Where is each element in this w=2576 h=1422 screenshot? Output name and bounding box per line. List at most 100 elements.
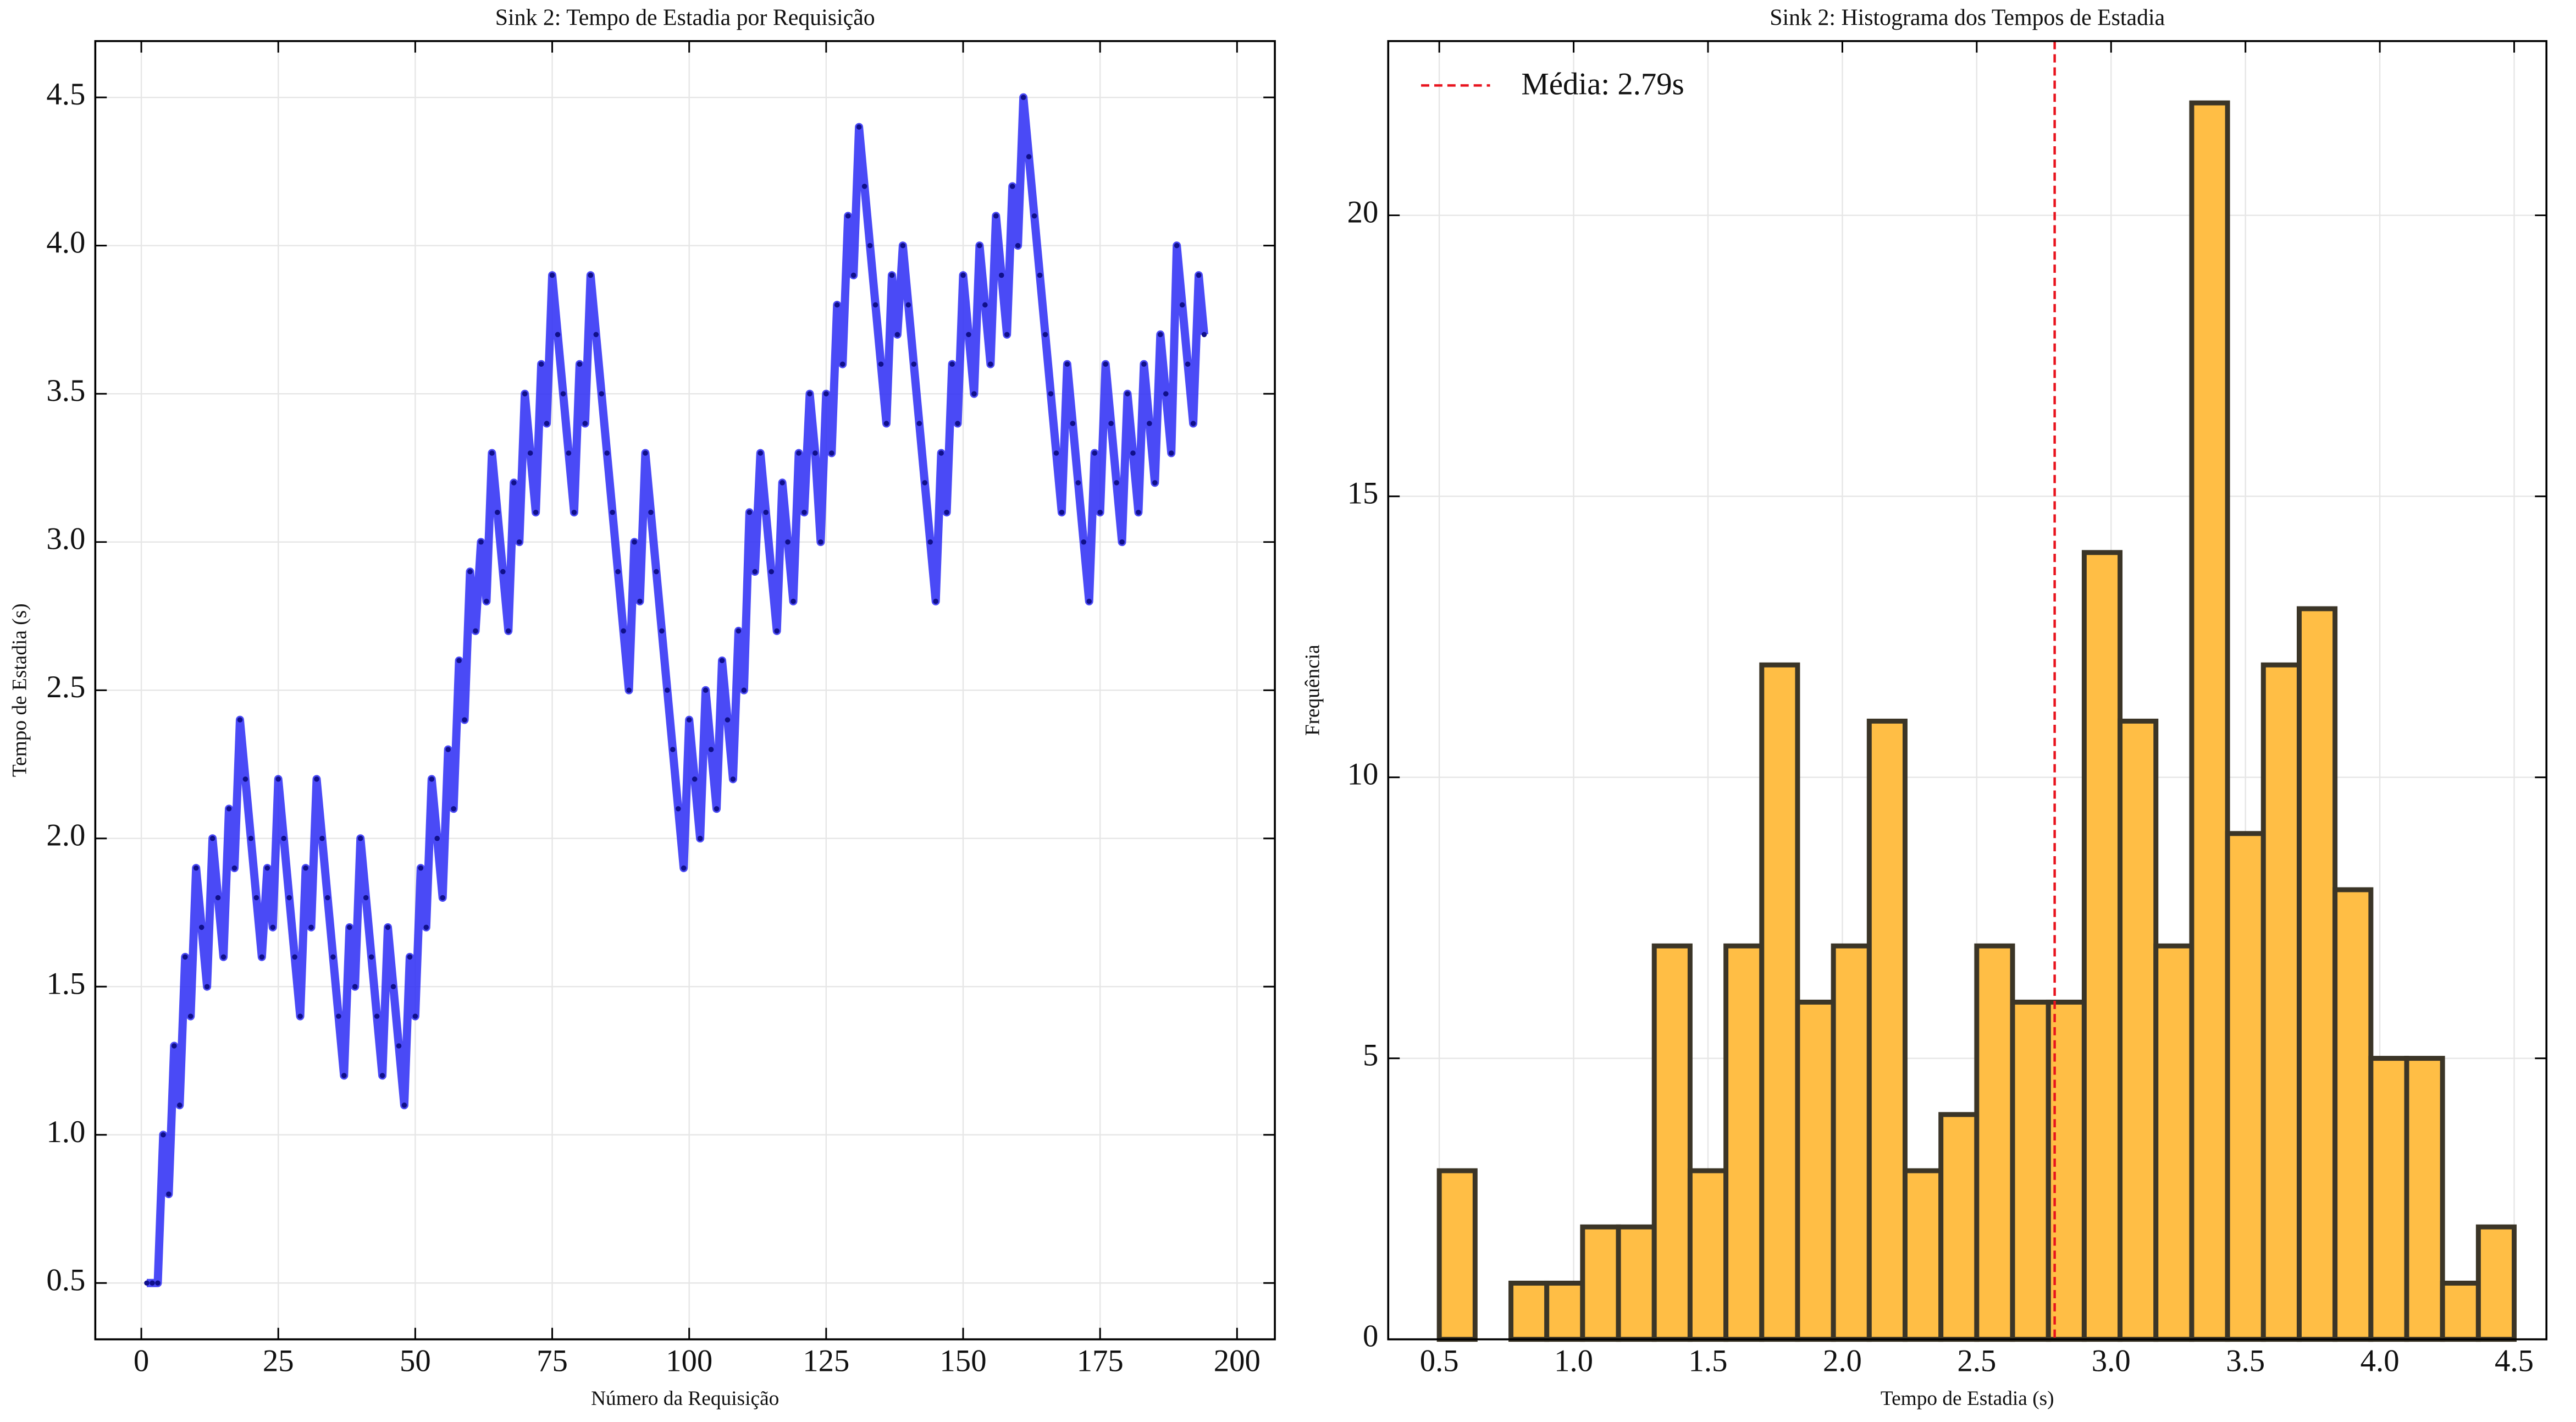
y-tick-label: 0.5 — [46, 1263, 85, 1297]
data-point — [204, 984, 210, 990]
plot-frame — [1387, 40, 2547, 1341]
data-point — [747, 509, 753, 515]
data-point — [445, 747, 451, 752]
data-point — [1174, 242, 1180, 249]
bar — [2368, 1056, 2409, 1342]
data-point — [681, 865, 687, 871]
data-point — [1097, 509, 1103, 515]
data-point — [933, 598, 938, 604]
data-point — [495, 509, 500, 515]
data-point — [522, 391, 528, 396]
x-tick-label: 175 — [1077, 1344, 1124, 1379]
data-point — [423, 924, 429, 930]
data-point — [993, 213, 999, 219]
data-point — [944, 509, 949, 515]
bar — [1831, 943, 1872, 1342]
data-point — [966, 332, 971, 338]
data-point — [1026, 154, 1032, 159]
data-point — [429, 776, 435, 782]
data-point — [769, 569, 774, 575]
x-tick-label: 1.0 — [1554, 1344, 1593, 1379]
data-point — [379, 1073, 385, 1078]
data-point — [571, 509, 577, 515]
data-point — [187, 1013, 194, 1019]
data-point — [467, 569, 473, 575]
bar — [1974, 943, 2015, 1342]
data-point — [390, 984, 396, 990]
data-point — [259, 954, 265, 960]
data-point — [977, 242, 982, 249]
data-point — [692, 776, 698, 782]
x-tick-label: 2.0 — [1823, 1344, 1862, 1379]
data-point — [489, 450, 495, 456]
data-point — [1163, 391, 1169, 396]
data-point — [785, 539, 791, 545]
data-point — [177, 1103, 183, 1108]
data-point — [845, 213, 851, 219]
data-point — [407, 954, 413, 960]
x-tick-label: 4.0 — [2361, 1344, 2400, 1379]
data-point — [155, 1280, 161, 1286]
data-point — [1053, 450, 1059, 456]
data-point — [1042, 332, 1048, 338]
data-point — [242, 776, 248, 782]
bar — [1866, 718, 1908, 1342]
data-point — [1141, 361, 1147, 367]
data-point — [220, 954, 226, 960]
y-tick-label: 2.0 — [46, 818, 85, 853]
data-point — [253, 895, 259, 901]
data-point — [549, 272, 555, 278]
data-point — [1081, 539, 1087, 545]
data-point — [1004, 332, 1010, 338]
data-point — [883, 421, 889, 426]
data-point — [1037, 272, 1043, 278]
data-point — [894, 332, 900, 338]
data-point — [209, 835, 215, 841]
x-tick-label: 0 — [134, 1344, 149, 1379]
data-point — [861, 184, 867, 189]
data-point — [1092, 450, 1097, 456]
data-point — [346, 924, 352, 930]
data-point — [1136, 509, 1141, 515]
data-point — [593, 332, 599, 338]
data-point — [1130, 450, 1136, 456]
data-point — [615, 569, 621, 575]
data-point — [577, 361, 583, 367]
data-point — [730, 776, 736, 782]
data-point — [462, 717, 467, 723]
data-point — [1147, 421, 1152, 426]
data-point — [533, 509, 539, 515]
data-point — [856, 124, 862, 130]
y-tick-label: 20 — [1347, 195, 1379, 230]
y-tick-label: 3.0 — [46, 522, 85, 556]
data-point — [971, 391, 977, 396]
legend-label: Média: 2.79s — [1521, 67, 1684, 101]
data-point — [281, 835, 286, 841]
data-point — [544, 421, 550, 426]
y-tick-label: 10 — [1347, 757, 1379, 792]
bar — [2296, 606, 2338, 1342]
y-tick-label: 4.0 — [46, 225, 85, 260]
data-point — [626, 687, 632, 693]
data-point — [1201, 332, 1207, 338]
data-point — [1059, 509, 1065, 515]
data-point — [1179, 302, 1185, 308]
data-point — [1070, 421, 1076, 426]
data-point — [150, 1280, 155, 1286]
data-point — [248, 835, 254, 841]
data-point — [927, 539, 933, 545]
y-tick-label: 1.5 — [46, 966, 85, 1001]
data-point — [878, 361, 884, 367]
data-point — [763, 509, 769, 515]
data-point — [867, 242, 873, 249]
data-point — [484, 598, 489, 604]
x-tick-label: 200 — [1214, 1344, 1261, 1379]
data-point — [675, 806, 681, 812]
data-point — [850, 272, 856, 278]
data-point — [736, 628, 742, 634]
x-tick-label: 25 — [263, 1344, 294, 1379]
data-point — [758, 450, 764, 456]
y-tick-label: 1.0 — [46, 1115, 85, 1149]
bar — [2404, 1056, 2445, 1342]
data-point — [456, 658, 462, 664]
